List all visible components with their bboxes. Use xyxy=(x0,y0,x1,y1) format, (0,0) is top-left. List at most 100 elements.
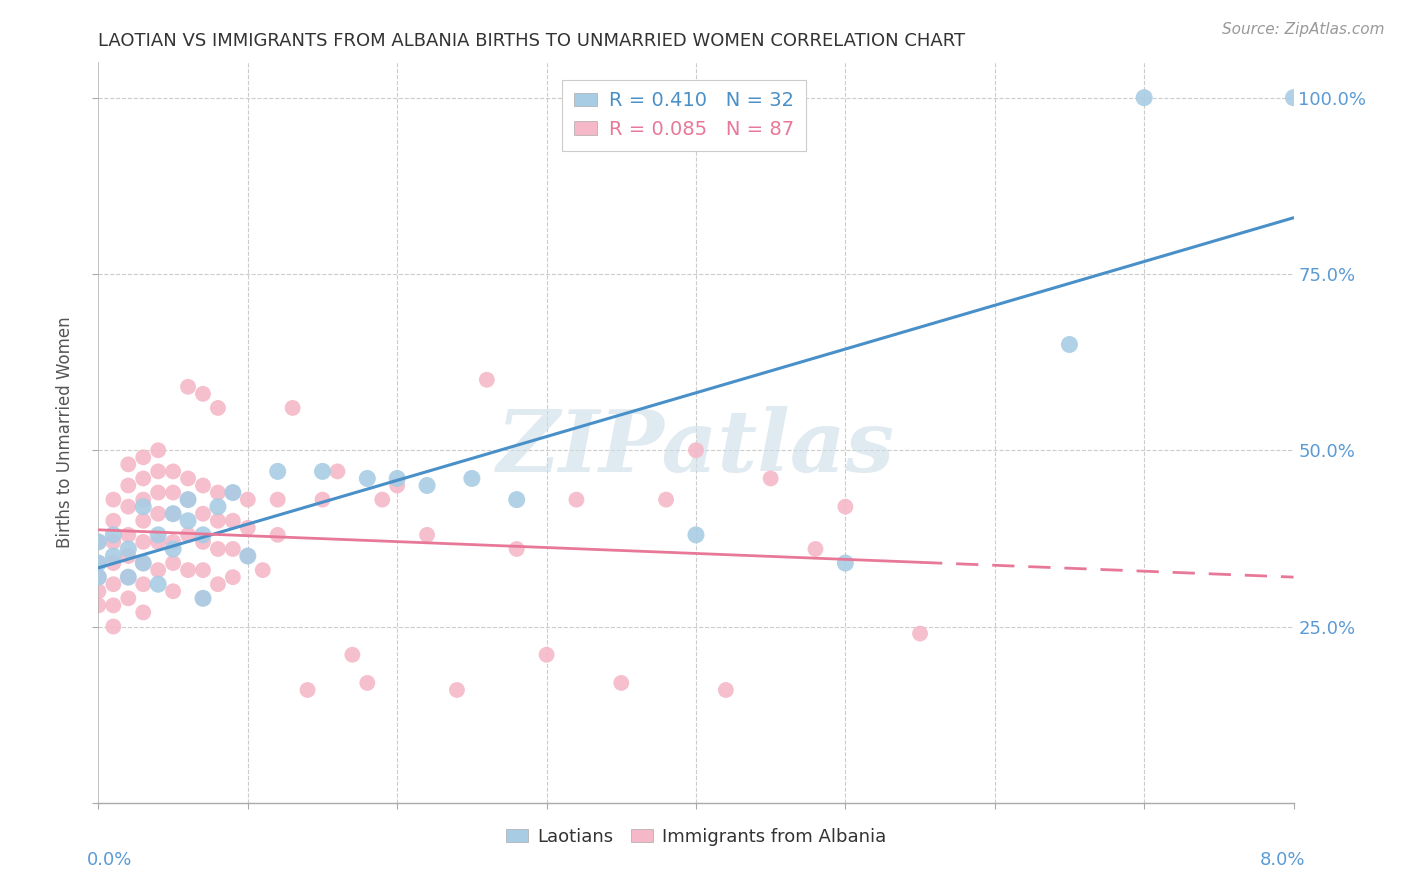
Point xyxy=(177,492,200,507)
Point xyxy=(908,626,931,640)
Point xyxy=(446,683,468,698)
Point xyxy=(610,676,633,690)
Point xyxy=(191,535,214,549)
Point xyxy=(207,500,229,514)
Point xyxy=(103,549,125,563)
Point xyxy=(103,619,125,633)
Point xyxy=(177,471,200,485)
Point xyxy=(117,528,139,542)
Point xyxy=(148,528,170,542)
Point xyxy=(162,541,184,556)
Text: Source: ZipAtlas.com: Source: ZipAtlas.com xyxy=(1222,22,1385,37)
Point xyxy=(191,563,214,577)
Point xyxy=(191,507,214,521)
Point xyxy=(1133,91,1156,105)
Point xyxy=(162,507,184,521)
Point xyxy=(103,599,125,613)
Point xyxy=(117,570,139,584)
Point xyxy=(356,676,378,690)
Point xyxy=(162,535,184,549)
Point xyxy=(148,535,170,549)
Point xyxy=(148,485,170,500)
Point xyxy=(162,485,184,500)
Point xyxy=(222,541,245,556)
Point xyxy=(326,464,349,478)
Point xyxy=(804,541,827,556)
Point xyxy=(506,492,529,507)
Point xyxy=(132,556,155,570)
Point xyxy=(207,541,229,556)
Point xyxy=(714,683,737,698)
Point xyxy=(132,514,155,528)
Point xyxy=(103,492,125,507)
Point xyxy=(177,514,200,528)
Point xyxy=(1059,337,1081,351)
Point xyxy=(87,584,110,599)
Point xyxy=(416,478,439,492)
Point xyxy=(506,541,529,556)
Point xyxy=(356,471,378,485)
Point xyxy=(87,570,110,584)
Point xyxy=(536,648,558,662)
Point xyxy=(117,549,139,563)
Point xyxy=(222,570,245,584)
Point xyxy=(655,492,678,507)
Point xyxy=(834,556,856,570)
Point xyxy=(117,458,139,472)
Point xyxy=(207,577,229,591)
Point xyxy=(685,528,707,542)
Text: ZIPatlas: ZIPatlas xyxy=(496,406,896,489)
Point xyxy=(103,556,125,570)
Point xyxy=(162,584,184,599)
Point xyxy=(191,478,214,492)
Point xyxy=(148,577,170,591)
Point xyxy=(236,549,259,563)
Point xyxy=(191,591,214,606)
Point xyxy=(834,500,856,514)
Point xyxy=(222,485,245,500)
Point xyxy=(222,485,245,500)
Point xyxy=(103,528,125,542)
Point xyxy=(103,535,125,549)
Legend: Laotians, Immigrants from Albania: Laotians, Immigrants from Albania xyxy=(499,821,893,853)
Point xyxy=(311,464,333,478)
Point xyxy=(148,464,170,478)
Text: 8.0%: 8.0% xyxy=(1260,851,1306,869)
Point xyxy=(475,373,498,387)
Point xyxy=(117,541,139,556)
Point xyxy=(87,556,110,570)
Point xyxy=(207,485,229,500)
Point xyxy=(148,443,170,458)
Point xyxy=(177,380,200,394)
Point xyxy=(191,528,214,542)
Point xyxy=(222,514,245,528)
Point xyxy=(117,570,139,584)
Y-axis label: Births to Unmarried Women: Births to Unmarried Women xyxy=(56,317,75,549)
Point xyxy=(565,492,588,507)
Point xyxy=(685,443,707,458)
Point xyxy=(87,570,110,584)
Point xyxy=(103,514,125,528)
Point xyxy=(191,387,214,401)
Point xyxy=(252,563,274,577)
Point xyxy=(236,521,259,535)
Point xyxy=(1282,91,1305,105)
Point xyxy=(267,528,290,542)
Point xyxy=(132,492,155,507)
Point xyxy=(177,528,200,542)
Point xyxy=(132,500,155,514)
Point xyxy=(132,471,155,485)
Point xyxy=(236,549,259,563)
Point xyxy=(416,528,439,542)
Point xyxy=(207,401,229,415)
Point xyxy=(148,563,170,577)
Point xyxy=(177,563,200,577)
Point xyxy=(132,606,155,620)
Point xyxy=(87,556,110,570)
Point xyxy=(103,577,125,591)
Text: LAOTIAN VS IMMIGRANTS FROM ALBANIA BIRTHS TO UNMARRIED WOMEN CORRELATION CHART: LAOTIAN VS IMMIGRANTS FROM ALBANIA BIRTH… xyxy=(98,32,966,50)
Point xyxy=(461,471,484,485)
Point xyxy=(281,401,304,415)
Point xyxy=(87,599,110,613)
Point xyxy=(162,507,184,521)
